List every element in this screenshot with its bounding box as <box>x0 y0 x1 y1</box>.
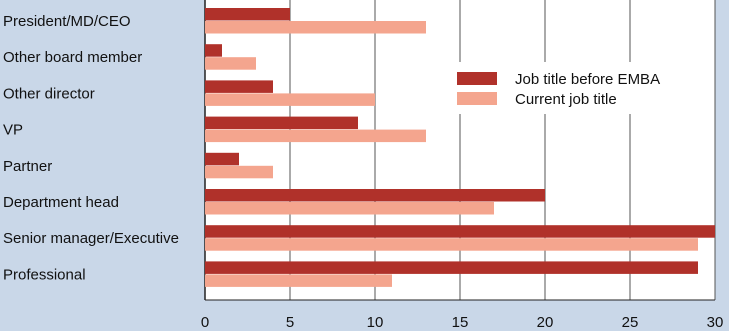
category-label: Other board member <box>3 49 142 66</box>
legend-label-current: Current job title <box>515 91 617 108</box>
category-label: VP <box>3 122 23 139</box>
bar-before-emba <box>205 261 698 274</box>
x-tick-label: 25 <box>622 314 639 331</box>
legend-swatch-before <box>457 72 497 85</box>
bar-current-title <box>205 238 698 251</box>
legend-label-before: Job title before EMBA <box>515 71 660 88</box>
bars <box>205 8 715 287</box>
x-tick-label: 10 <box>367 314 384 331</box>
bar-before-emba <box>205 189 545 202</box>
bar-current-title <box>205 274 392 287</box>
bar-before-emba <box>205 152 239 166</box>
bar-current-title <box>205 129 426 143</box>
category-label: Senior manager/Executive <box>3 230 179 247</box>
x-tick-label: 20 <box>537 314 554 331</box>
category-labels: President/MD/CEO Other board member Other … <box>3 13 179 283</box>
category-label: Professional <box>3 266 86 283</box>
x-tick-label: 0 <box>201 314 209 331</box>
x-tick-label: 15 <box>452 314 469 331</box>
bar-current-title <box>205 202 494 215</box>
bar-before-emba <box>205 225 715 238</box>
category-label: Partner <box>3 158 52 175</box>
bar-current-title <box>205 57 256 70</box>
x-tick-label: 30 <box>707 314 724 331</box>
category-label: Other director <box>3 85 95 102</box>
bar-before-emba <box>205 8 290 21</box>
category-label: President/MD/CEO <box>3 13 131 30</box>
bar-before-emba <box>205 80 273 93</box>
legend-swatch-current <box>457 92 497 105</box>
x-tick-label: 5 <box>286 314 294 331</box>
category-label: Department head <box>3 194 119 211</box>
legend: Job title before EMBA Current job title <box>447 62 687 114</box>
bar-before-emba <box>205 44 222 57</box>
x-axis-ticks: 0 5 10 15 20 25 30 <box>201 314 724 331</box>
bar-current-title <box>205 165 273 179</box>
bar-current-title <box>205 93 375 106</box>
bar-before-emba <box>205 116 358 130</box>
legend-box <box>447 62 687 114</box>
bar-current-title <box>205 21 426 34</box>
